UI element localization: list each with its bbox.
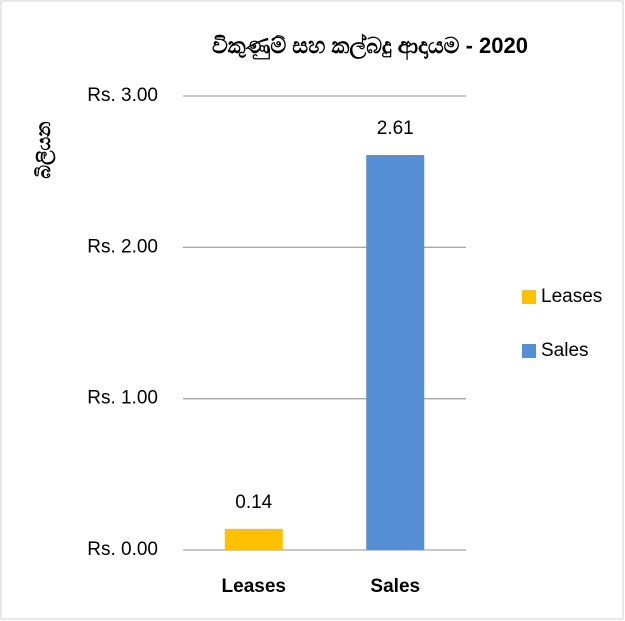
data-label: 2.61 [377,118,414,139]
y-tick-label: Rs. 3.00 [87,85,158,106]
bar [366,155,425,550]
bar [224,528,283,550]
legend-label: Leases [541,286,602,307]
legend-swatch [522,290,536,304]
legend-label: Sales [541,340,589,361]
legend-swatch [522,344,536,358]
x-tick-label: Leases [222,576,286,597]
y-tick-label: Rs. 0.00 [87,539,158,560]
y-tick-label: Rs. 2.00 [87,236,158,257]
y-axis-label: බිලියන [34,121,56,179]
x-tick-label: Sales [370,576,420,597]
y-tick-label: Rs. 1.00 [87,388,158,409]
chart-title: විකුණුම් සහ කල්බදු ආදායම - 2020 [212,33,528,60]
data-label: 0.14 [235,492,272,513]
